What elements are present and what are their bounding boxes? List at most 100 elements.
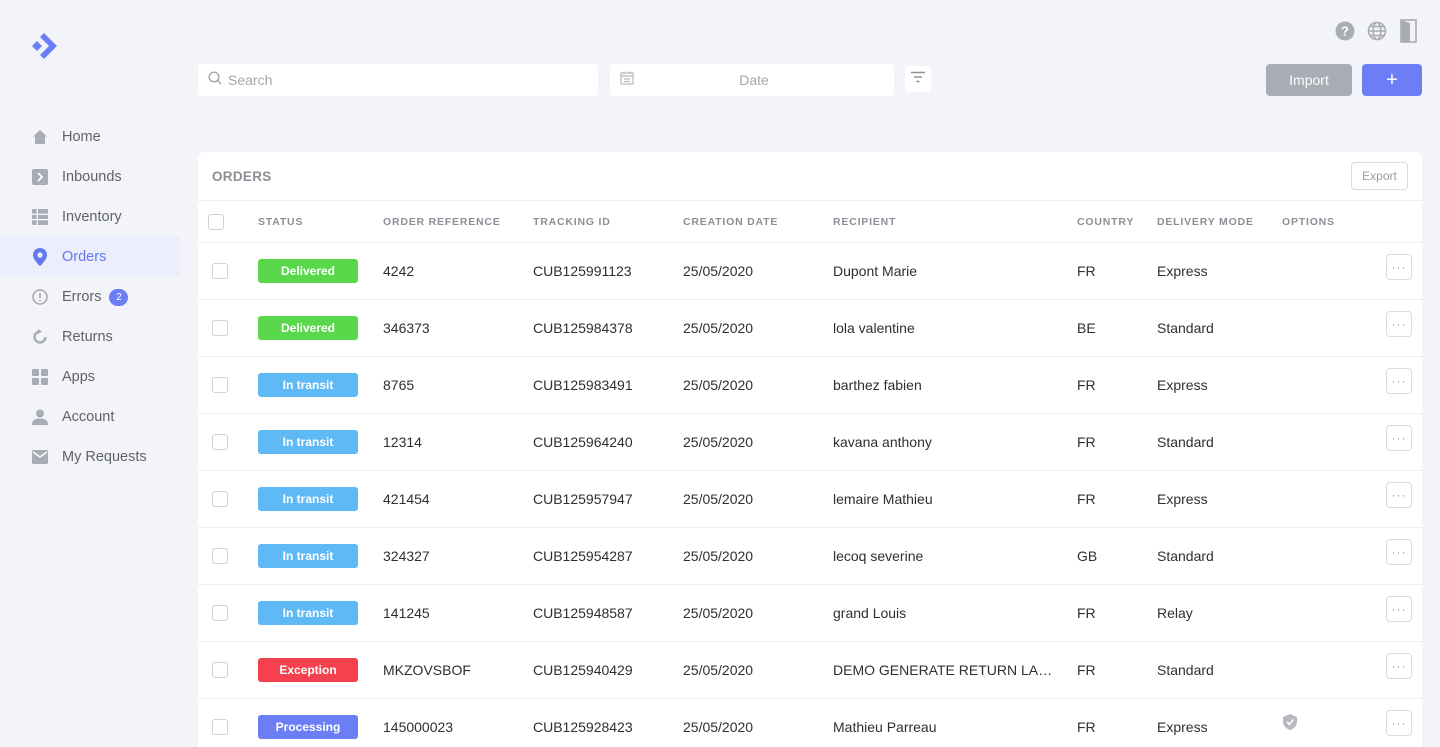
apps-icon [31,368,49,386]
row-options-button[interactable]: ··· [1386,710,1412,736]
sidebar-item-returns[interactable]: Returns [0,317,180,357]
column-header[interactable]: RECIPIENT [833,215,897,228]
search-input[interactable] [228,72,568,88]
table-row[interactable]: In transit 421454 CUB125957947 25/05/2020 le… [198,471,1422,528]
country: FR [1077,605,1096,621]
brand-logo[interactable] [30,30,66,62]
tracking-id: CUB125940429 [533,662,633,678]
recipient: DEMO GENERATE RETURN LAB... [833,661,1055,678]
column-header[interactable]: CREATION DATE [683,215,779,228]
add-order-button[interactable]: + [1362,64,1422,96]
recipient: lecoq severine [833,547,924,564]
country: FR [1077,434,1096,450]
status-badge: Processing [258,715,358,739]
row-options-button[interactable]: ··· [1386,539,1412,565]
country: BE [1077,320,1096,336]
row-checkbox[interactable] [212,320,228,336]
row-options-button[interactable]: ··· [1386,653,1412,679]
order-reference: MKZOVSBOF [383,662,471,678]
row-checkbox[interactable] [212,377,228,393]
column-header[interactable]: STATUS [258,215,304,228]
table-row[interactable]: In transit 12314 CUB125964240 25/05/2020 kav… [198,414,1422,471]
row-checkbox[interactable] [212,263,228,279]
column-header[interactable]: TRACKING ID [533,215,611,228]
row-options-button[interactable]: ··· [1386,482,1412,508]
tracking-id: CUB125984378 [533,320,633,336]
creation-date: 25/05/2020 [683,719,754,735]
table-row[interactable]: Delivered 4242 CUB125991123 25/05/2020 Dupon… [198,243,1422,300]
sidebar-item-label: Inventory [62,209,122,225]
table-row[interactable]: In transit 141245 CUB125948587 25/05/2020 gr… [198,585,1422,642]
date-picker[interactable]: Date [610,64,894,96]
user-icon [31,408,49,426]
row-options-button[interactable]: ··· [1386,596,1412,622]
recipient: kavana anthony [833,433,932,450]
creation-date: 25/05/2020 [683,263,754,279]
sidebar-item-label: Account [62,409,115,425]
table-row[interactable]: In transit 8765 CUB125983491 25/05/2020 bart… [198,357,1422,414]
row-checkbox[interactable] [212,491,228,507]
table-row[interactable]: Exception MKZOVSBOF CUB125940429 25/05/2020… [198,642,1422,699]
sidebar-item-inventory[interactable]: Inventory [0,197,180,237]
inbound-icon [31,168,49,186]
row-options-button[interactable]: ··· [1386,368,1412,394]
svg-text:?: ? [1341,24,1349,39]
sidebar-item-errors[interactable]: Errors 2 [0,277,180,317]
filter-button[interactable] [905,66,931,92]
column-header[interactable]: DELIVERY MODE [1157,215,1254,228]
row-checkbox[interactable] [212,719,228,735]
error-count-badge: 2 [109,288,129,306]
order-reference: 346373 [383,320,430,336]
tracking-id: CUB125948587 [533,605,633,621]
alert-circle-icon [31,288,49,306]
row-checkbox[interactable] [212,662,228,678]
row-checkbox[interactable] [212,548,228,564]
recipient: Dupont Marie [833,262,918,279]
sidebar-item-my-requests[interactable]: My Requests [0,437,180,477]
row-checkbox[interactable] [212,434,228,450]
creation-date: 25/05/2020 [683,662,754,678]
calendar-icon [620,71,634,90]
help-icon[interactable]: ? [1334,20,1356,42]
row-options-button[interactable]: ··· [1386,254,1412,280]
row-options-button[interactable]: ··· [1386,425,1412,451]
sidebar-item-account[interactable]: Account [0,397,180,437]
order-reference: 145000023 [383,719,454,735]
country: FR [1077,377,1096,393]
sidebar-item-home[interactable]: Home [0,117,180,157]
tracking-id: CUB125964240 [533,434,633,450]
column-header[interactable]: ORDER REFERENCE [383,215,501,228]
recipient: Mathieu Parreau [833,718,937,735]
creation-date: 25/05/2020 [683,434,754,450]
select-all-checkbox[interactable] [208,213,224,230]
row-checkbox[interactable] [212,605,228,621]
column-header[interactable]: COUNTRY [1077,215,1135,228]
creation-date: 25/05/2020 [683,320,754,336]
filter-icon [910,70,926,88]
globe-icon[interactable] [1366,20,1388,42]
sidebar-item-label: My Requests [62,449,147,465]
delivery-mode: Standard [1157,662,1214,678]
column-header: OPTIONS [1282,215,1335,228]
tracking-id: CUB125954287 [533,548,633,564]
home-icon [31,128,49,146]
delivery-mode: Express [1157,719,1208,735]
table-row[interactable]: Processing 145000023 CUB125928423 25/05/202… [198,699,1422,747]
row-options-button[interactable]: ··· [1386,311,1412,337]
delivery-mode: Standard [1157,434,1214,450]
status-badge: In transit [258,487,358,511]
order-reference: 12314 [383,434,422,450]
sidebar-item-orders[interactable]: Orders [0,237,180,277]
search-box[interactable] [198,64,598,96]
import-button[interactable]: Import [1266,64,1352,96]
table-row[interactable]: Delivered 346373 CUB125984378 25/05/2020 lol… [198,300,1422,357]
sidebar-item-apps[interactable]: Apps [0,357,180,397]
table-row[interactable]: In transit 324327 CUB125954287 25/05/2020 le… [198,528,1422,585]
order-reference: 324327 [383,548,430,564]
sidebar-item-inbounds[interactable]: Inbounds [0,157,180,197]
export-button[interactable]: Export [1351,162,1408,190]
logout-icon[interactable] [1398,19,1420,43]
sidebar-item-label: Returns [62,329,113,345]
delivery-mode: Standard [1157,548,1214,564]
recipient: lemaire Mathieu [833,490,933,507]
